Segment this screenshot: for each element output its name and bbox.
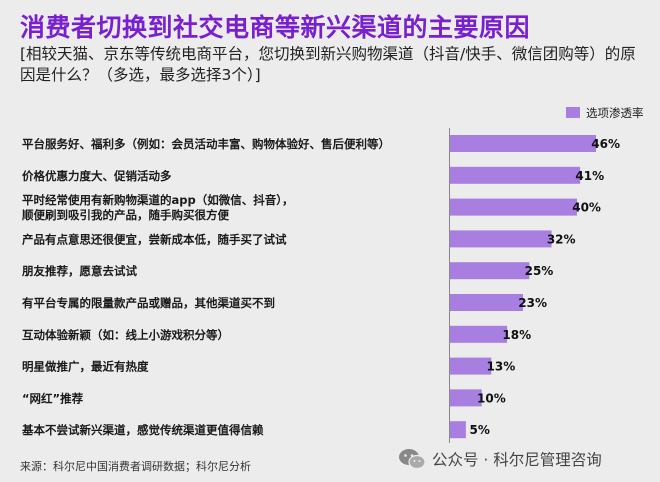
category-label: 互动体验新颖（如：线上小游戏积分等）	[22, 328, 229, 342]
data-label: 10%	[477, 391, 506, 405]
page-subtitle: [相较天猫、京东等传统电商平台，您切换到新兴购物渠道（抖音/快手、微信团购等）的…	[20, 45, 636, 84]
data-label: 5%	[469, 423, 489, 437]
legend-swatch	[566, 107, 580, 118]
data-label: 40%	[572, 201, 601, 215]
category-label: 顺便刷到吸引我的产品，随手购买很方便	[22, 208, 229, 222]
data-label: 13%	[487, 360, 516, 374]
data-label: 23%	[518, 296, 547, 310]
bar	[450, 262, 530, 280]
bar	[450, 325, 508, 343]
category-label: 明星做推广，最近有热度	[22, 360, 149, 374]
category-label: “网红”推荐	[22, 391, 84, 405]
data-label: 18%	[502, 328, 531, 342]
bar	[450, 166, 581, 184]
category-label: 平时经常使用有新购物渠道的app（如微信、抖音），	[22, 193, 293, 207]
watermark: 公众号 · 科尔尼管理咨询	[398, 448, 602, 470]
bar-group: 46% 平台服务好、福利多（例如：会员活动丰富、购物体验好、售后便利等） 41% 价格…	[21, 135, 620, 439]
watermark-text: 公众号 · 科尔尼管理咨询	[432, 451, 602, 469]
data-label: 25%	[525, 264, 554, 278]
page-title: 消费者切换到社交电商等新兴渠道的主要原因	[20, 13, 531, 42]
bar	[450, 389, 482, 407]
data-label: 32%	[547, 232, 576, 246]
chart-legend: 选项渗透率	[566, 106, 644, 120]
category-label: 产品有点意思还很便宜，尝新成本低，随手买了试试	[22, 232, 287, 246]
source-note: 来源：科尔尼中国消费者调研数据；科尔尼分析	[20, 460, 251, 473]
category-label: 基本不尝试新兴渠道，感觉传统渠道更值得信赖	[21, 423, 264, 437]
bar	[450, 198, 577, 216]
bar	[450, 135, 596, 152]
bar	[450, 421, 466, 439]
bar	[450, 357, 492, 375]
bar	[450, 294, 523, 311]
wechat-icon	[399, 449, 426, 470]
data-label: 46%	[591, 137, 620, 151]
category-label: 朋友推荐，愿意去试试	[21, 264, 137, 278]
legend-label: 选项渗透率	[586, 106, 644, 120]
bar	[450, 230, 552, 248]
data-label: 41%	[575, 169, 604, 183]
category-label: 平台服务好、福利多（例如：会员活动丰富、购物体验好、售后便利等）	[22, 137, 390, 151]
category-label: 价格优惠力度大、促销活动多	[22, 169, 172, 183]
category-label: 有平台专属的限量款产品或赠品，其他渠道买不到	[22, 296, 275, 310]
